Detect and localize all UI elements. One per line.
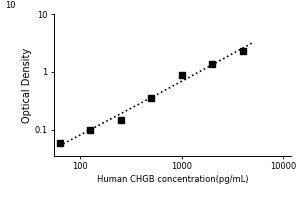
- Y-axis label: Optical Density: Optical Density: [22, 47, 32, 123]
- Point: [88, 129, 92, 132]
- Point: [210, 62, 214, 65]
- Point: [57, 142, 62, 145]
- Point: [179, 73, 184, 77]
- Point: [118, 118, 123, 121]
- Text: 10: 10: [4, 1, 15, 10]
- Point: [149, 97, 154, 100]
- Point: [240, 49, 245, 53]
- X-axis label: Human CHGB concentration(pg/mL): Human CHGB concentration(pg/mL): [97, 175, 248, 184]
